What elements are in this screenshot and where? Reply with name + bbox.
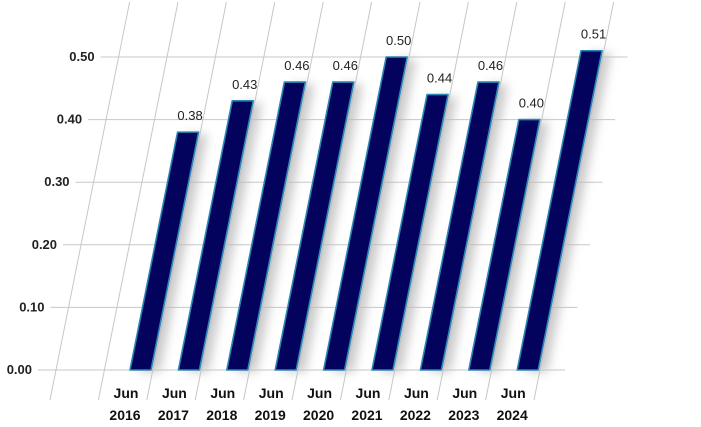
x-tick-label-year: 2019 [255, 407, 286, 423]
data-label: 0.51 [581, 27, 606, 42]
bar [226, 81, 307, 371]
grid-line-slanted [97, 1, 179, 401]
x-tick-label-year: 2018 [206, 407, 237, 423]
x-tick-label-year: 2023 [448, 407, 479, 423]
bar [419, 81, 500, 371]
y-tick-label: 0.00 [7, 362, 32, 377]
data-label: 0.40 [519, 96, 544, 111]
bar [371, 93, 449, 371]
bar [322, 56, 409, 371]
x-tick-label-month: Jun [501, 385, 526, 401]
data-label: 0.50 [386, 33, 411, 48]
data-label: 0.43 [232, 77, 257, 92]
x-tick-label-month: Jun [210, 385, 235, 401]
data-labels: 0.38 0.43 0.46 0.46 0.50 0.44 0.46 0.40 0.51 [177, 27, 606, 123]
x-tick-label-month: Jun [114, 385, 139, 401]
data-label: 0.46 [478, 58, 503, 73]
bar [177, 100, 255, 371]
x-tick-label-year: 2021 [351, 407, 382, 423]
x-axis-ticks: Jun 2016 Jun 2017 Jun 2018 Jun 2019 Jun 2020 Jun 20… [109, 385, 528, 423]
y-tick-label: 0.40 [57, 112, 82, 127]
x-tick-label-month: Jun [452, 385, 477, 401]
y-tick-label: 0.20 [32, 237, 57, 252]
bar [516, 49, 603, 371]
bar [467, 118, 541, 371]
bar [274, 81, 355, 371]
x-tick-label-month: Jun [356, 385, 381, 401]
x-tick-label-month: Jun [162, 385, 187, 401]
bars [129, 49, 603, 371]
y-tick-label: 0.10 [19, 299, 44, 314]
data-label: 0.38 [177, 108, 202, 123]
data-label: 0.46 [333, 58, 358, 73]
x-tick-label-year: 2016 [109, 407, 140, 423]
x-tick-label-month: Jun [259, 385, 284, 401]
bar [129, 131, 200, 371]
y-tick-label: 0.30 [44, 174, 69, 189]
y-axis-ticks: 0.00 0.10 0.20 0.30 0.40 0.50 [7, 49, 95, 377]
x-tick-label-year: 2020 [303, 407, 334, 423]
grid-line-slanted [49, 1, 131, 401]
x-tick-label-year: 2017 [158, 407, 189, 423]
y-tick-label: 0.50 [69, 49, 94, 64]
x-tick-label-month: Jun [307, 385, 332, 401]
data-label: 0.46 [284, 58, 309, 73]
x-tick-label-year: 2024 [497, 407, 528, 423]
x-tick-label-year: 2022 [400, 407, 431, 423]
x-tick-label-month: Jun [404, 385, 429, 401]
data-label: 0.44 [427, 71, 452, 86]
